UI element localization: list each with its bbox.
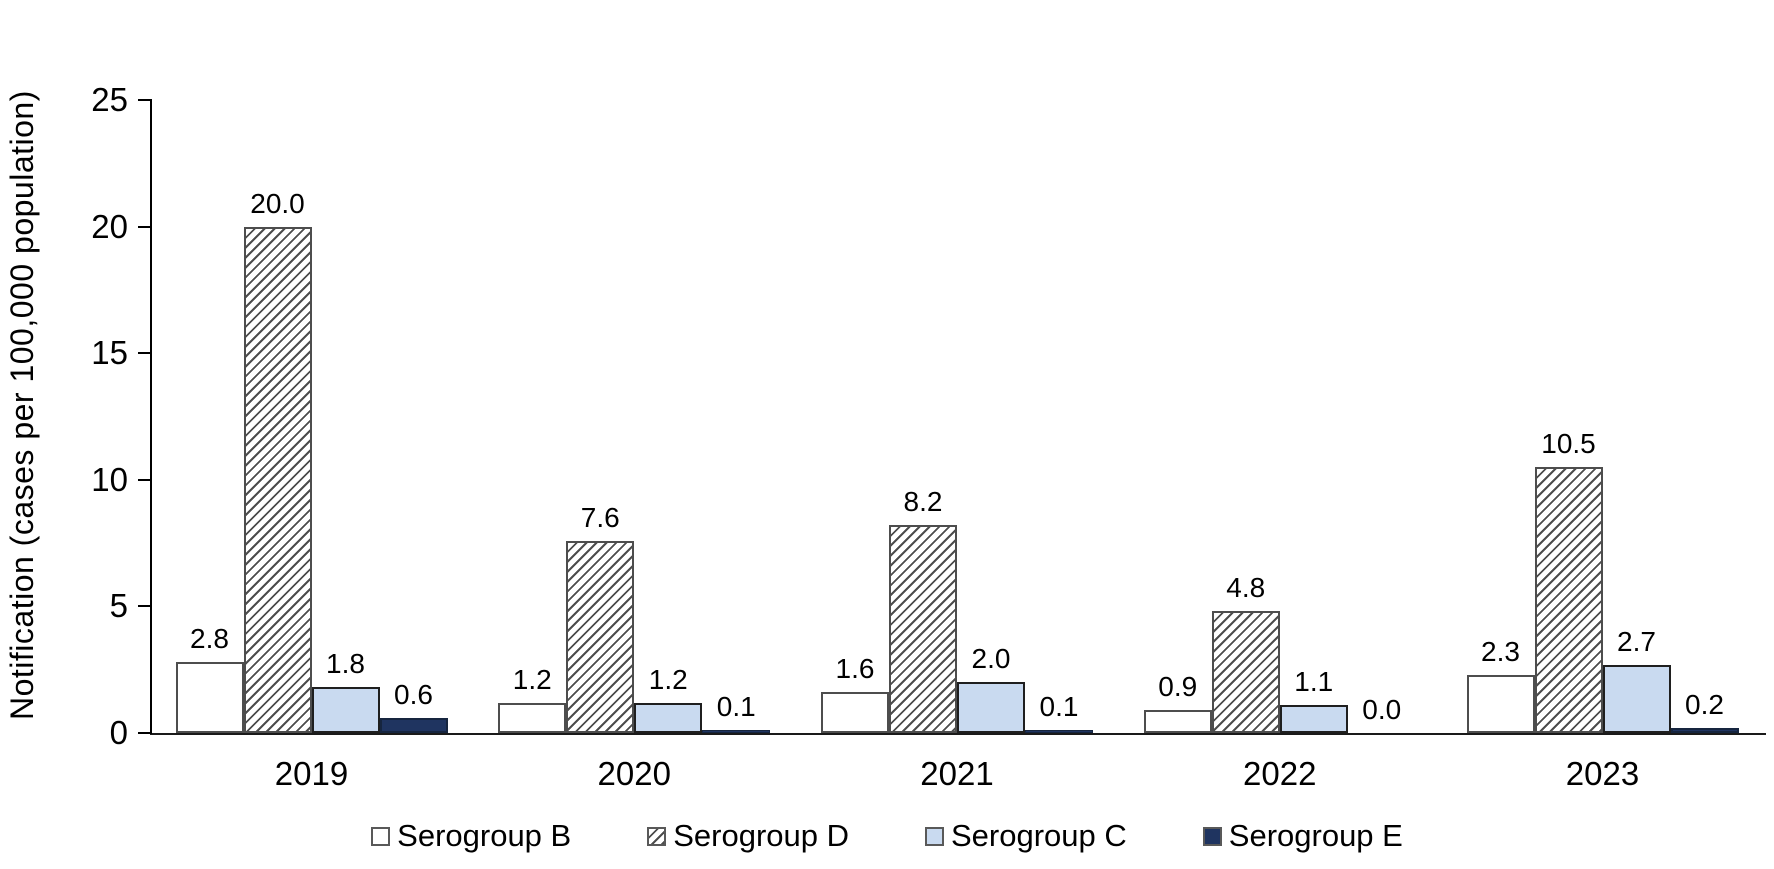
legend: Serogroup B Serogroup D Serogroup C Serogro… (0, 818, 1774, 854)
bar-serogroup-d-2019 (243, 226, 312, 733)
bar-serogroup-c-2021 (957, 682, 1025, 733)
bar-value-label: 0.2 (1685, 688, 1724, 720)
bar-serogroup-b-2023 (1466, 674, 1535, 733)
y-tick-label: 20 (91, 207, 128, 245)
bar-value-label: 1.1 (1294, 666, 1334, 698)
y-tick-label: 0 (109, 714, 128, 751)
bar-value-label: 2.8 (190, 623, 229, 655)
bar-serogroup-d-2020 (566, 540, 635, 733)
bar-serogroup-c-2023 (1602, 664, 1671, 733)
bar-value-label: 1.2 (648, 663, 688, 695)
legend-item-serogroup-c: Serogroup C (925, 818, 1127, 854)
y-tick-mark (138, 478, 152, 481)
bar-serogroup-d-2023 (1534, 467, 1603, 733)
bar-serogroup-b-2021 (821, 692, 889, 733)
plot-area: 2.8 20.0 1.8 0.6 2019 1.2 7.6 1.2 0.1 2020 1.6 8.2 2… (152, 100, 1772, 792)
legend-label: Serogroup C (951, 818, 1127, 853)
y-tick-label: 10 (91, 460, 128, 498)
bar-serogroup-c-2022 (1279, 705, 1348, 733)
legend-swatch-icon (925, 826, 944, 846)
bar-value-label: 0.0 (1362, 694, 1402, 725)
x-category-label: 2023 (1565, 755, 1640, 792)
y-tick-mark (138, 352, 152, 355)
bar-serogroup-d-2022 (1211, 611, 1280, 733)
bar-serogroup-e-2023 (1670, 727, 1739, 733)
x-category-label: 2019 (274, 755, 349, 792)
bar-value-label: 10.5 (1541, 428, 1596, 460)
bar-serogroup-d-2021 (889, 525, 957, 733)
legend-swatch-icon (371, 826, 391, 846)
bar-serogroup-e-2020 (702, 730, 771, 733)
bar-value-label: 4.8 (1226, 572, 1266, 604)
y-tick-label: 15 (91, 334, 128, 372)
x-axis-line (150, 733, 1766, 735)
bar-value-label: 1.8 (326, 648, 365, 680)
bar-value-label: 1.2 (512, 663, 552, 695)
bar-value-label: 2.0 (971, 643, 1011, 675)
bar-value-label: 2.3 (1481, 635, 1520, 667)
y-tick-label: 5 (109, 587, 128, 625)
bar-serogroup-c-2020 (634, 702, 703, 733)
bar-serogroup-e-2019 (379, 717, 448, 733)
y-tick-mark (138, 99, 152, 101)
bar-value-label: 0.1 (716, 691, 756, 723)
y-tick-mark (138, 605, 152, 608)
y-axis-title: Notification (cases per 100,000 populati… (4, 90, 40, 720)
bar-value-label: 0.9 (1158, 671, 1198, 703)
y-tick-mark (138, 225, 152, 228)
bar-value-label: 2.7 (1617, 625, 1656, 657)
legend-label: Serogroup E (1228, 818, 1403, 853)
legend-swatch-icon (647, 826, 667, 846)
bar-value-label: 0.6 (394, 678, 433, 710)
x-category-label: 2020 (597, 755, 671, 792)
bar-value-label: 8.2 (903, 486, 943, 518)
bar-serogroup-e-2021 (1025, 730, 1093, 733)
bar-serogroup-b-2019 (175, 662, 244, 733)
legend-item-serogroup-e: Serogroup E (1202, 818, 1403, 854)
legend-label: Serogroup B (397, 818, 572, 853)
x-category-label: 2022 (1243, 755, 1317, 792)
bar-serogroup-c-2019 (311, 687, 380, 733)
bar-value-label: 7.6 (580, 501, 620, 533)
legend-label: Serogroup D (673, 818, 849, 853)
y-tick-label: 25 (91, 81, 128, 118)
bar-serogroup-b-2022 (1143, 710, 1212, 733)
y-axis-line (150, 100, 152, 735)
legend-swatch-icon (1202, 826, 1222, 846)
bar-serogroup-b-2020 (498, 702, 567, 733)
bar-value-label: 20.0 (250, 187, 305, 219)
bar-value-label: 1.6 (835, 653, 875, 685)
y-tick-mark (138, 732, 152, 734)
legend-item-serogroup-d: Serogroup D (647, 818, 849, 854)
x-category-label: 2021 (920, 755, 994, 792)
bar-value-label: 0.1 (1039, 691, 1079, 723)
legend-item-serogroup-b: Serogroup B (371, 818, 571, 854)
